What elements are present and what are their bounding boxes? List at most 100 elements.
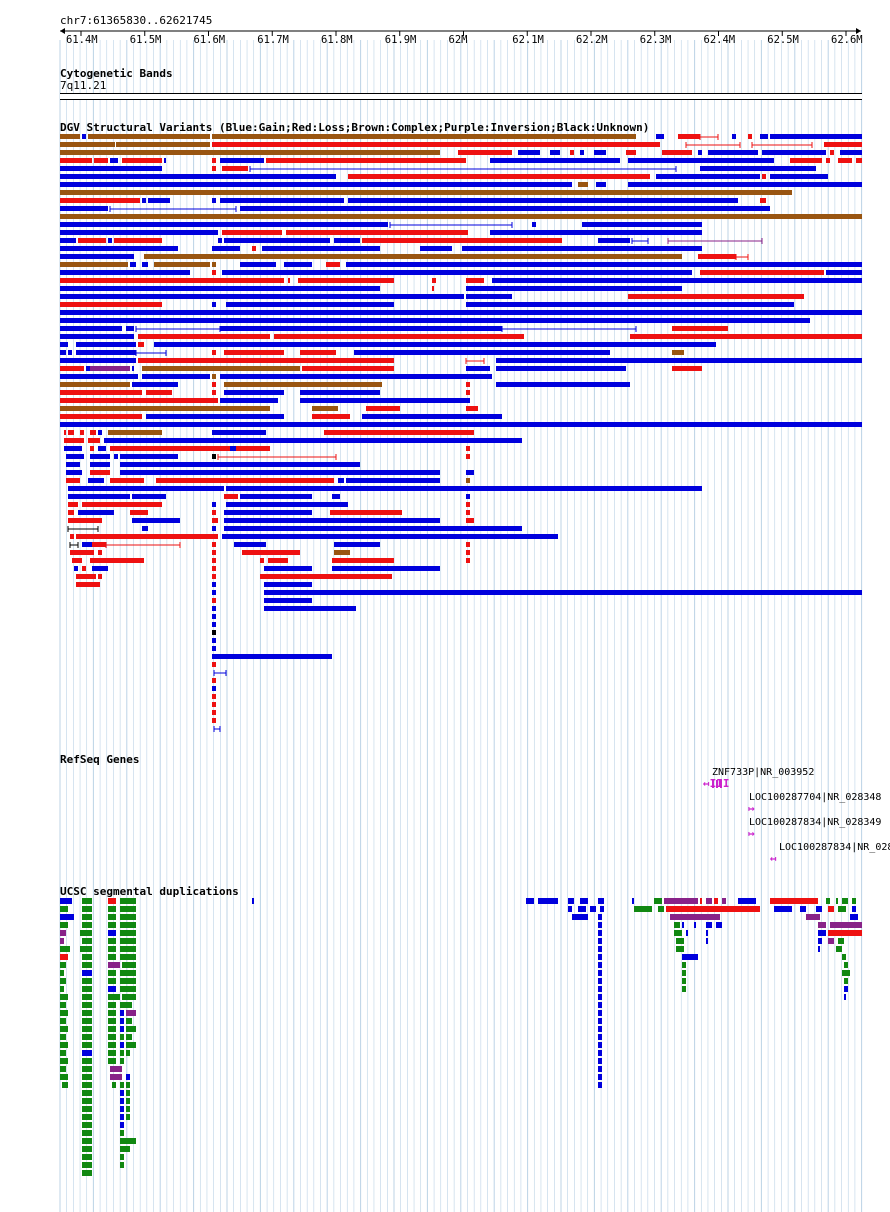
dgv-track-title[interactable]: DGV Structural Variants (Blue:Gain;Red:L…	[60, 121, 650, 134]
loss-variant	[824, 142, 862, 147]
gain-variant	[76, 342, 136, 347]
gain-variant	[818, 938, 822, 944]
loss-variant	[466, 454, 470, 459]
ruler-left-arrow-icon	[60, 28, 65, 34]
gain-variant	[538, 898, 558, 904]
ruler-tick-label: 61.8M	[321, 34, 353, 46]
loss-variant	[366, 406, 400, 411]
complex-variant	[154, 262, 210, 267]
gain-variant	[580, 150, 584, 155]
segdup-feature	[682, 986, 686, 992]
gain-variant	[532, 222, 536, 227]
ruler-tick-label: 62.5M	[767, 34, 799, 46]
gain-variant	[770, 174, 828, 179]
gain-variant	[628, 182, 862, 187]
loss-variant	[60, 366, 84, 371]
complex-variant	[60, 382, 130, 387]
segdup-feature	[80, 930, 92, 936]
segdup-feature	[126, 1026, 136, 1032]
gene-minus-strand-icon[interactable]: ↤	[770, 852, 777, 865]
segdup-feature	[82, 994, 92, 1000]
cytoband-track-title[interactable]: Cytogenetic Bands	[60, 67, 173, 80]
loss-variant	[828, 906, 834, 912]
gain-variant	[462, 246, 702, 251]
gene-label[interactable]: ZNF733P|NR_003952	[712, 767, 815, 778]
loss-variant	[790, 158, 822, 163]
loss-variant	[212, 566, 216, 571]
gene-label[interactable]: LOC100287704|NR_028348	[749, 792, 882, 803]
loss-variant	[700, 898, 702, 904]
loss-variant	[60, 158, 92, 163]
loss-variant	[122, 158, 162, 163]
segdup-feature	[82, 1042, 92, 1048]
segdup-feature	[108, 1058, 116, 1064]
gain-variant	[656, 134, 664, 139]
loss-variant	[826, 158, 830, 163]
gain-variant	[120, 1098, 124, 1104]
segdup-feature	[82, 898, 92, 904]
gain-variant	[224, 510, 312, 515]
complex-variant	[60, 150, 440, 155]
gain-variant	[120, 1042, 124, 1048]
gain-variant	[706, 938, 708, 944]
loss-variant	[212, 574, 216, 579]
gain-variant	[82, 970, 92, 976]
gain-variant	[60, 334, 134, 339]
loss-variant	[458, 150, 512, 155]
gain-variant	[234, 542, 266, 547]
gain-variant	[598, 1082, 602, 1088]
loss-variant	[212, 718, 216, 723]
loss-variant	[252, 246, 256, 251]
segdup-feature	[82, 1098, 92, 1104]
segdup-feature	[120, 1138, 136, 1144]
gain-variant	[60, 898, 72, 904]
gain-variant	[126, 326, 134, 331]
gene-exon	[712, 780, 714, 788]
gain-variant	[240, 262, 276, 267]
segdup-feature	[108, 1050, 116, 1056]
loss-variant	[212, 662, 216, 667]
gain-variant	[596, 182, 606, 187]
gain-variant	[598, 954, 602, 960]
gain-variant	[762, 150, 826, 155]
loss-variant	[312, 414, 350, 419]
segdup-feature	[60, 1050, 66, 1056]
gain-variant	[598, 1034, 602, 1040]
loss-variant	[110, 478, 144, 483]
gene-label[interactable]: LOC100287834|NR_028	[779, 842, 890, 853]
loss-variant	[138, 342, 144, 347]
gain-variant	[526, 898, 534, 904]
ruler-tick-label: 62.1M	[512, 34, 544, 46]
segdup-track-title[interactable]: UCSC segmental duplications	[60, 885, 239, 898]
gain-variant	[212, 302, 216, 307]
loss-variant	[330, 510, 402, 515]
gain-variant	[212, 606, 216, 611]
loss-variant	[78, 238, 106, 243]
segdup-feature	[120, 1034, 124, 1040]
gene-label[interactable]: LOC100287834|NR_028349	[749, 817, 882, 828]
refseq-track-title[interactable]: RefSeq Genes	[60, 753, 140, 766]
segdup-feature	[120, 1002, 132, 1008]
gain-variant	[108, 930, 116, 936]
segdup-feature	[82, 1002, 92, 1008]
gain-variant	[68, 494, 130, 499]
gain-variant	[78, 510, 114, 515]
gain-variant	[362, 414, 502, 419]
complex-variant	[144, 254, 682, 259]
gain-variant	[224, 526, 522, 531]
gain-variant	[220, 198, 344, 203]
cytoband-ideogram[interactable]	[60, 93, 862, 100]
segdup-feature	[60, 1034, 66, 1040]
gene-plus-strand-icon[interactable]: ↦	[748, 827, 755, 840]
gain-variant	[598, 238, 630, 243]
inversion-variant	[828, 938, 834, 944]
gain-variant	[120, 1090, 124, 1096]
gain-variant	[252, 898, 254, 904]
inversion-variant	[108, 962, 120, 968]
loss-variant	[212, 390, 216, 395]
gain-variant	[120, 1026, 124, 1032]
gain-variant	[142, 262, 148, 267]
loss-variant	[332, 558, 394, 563]
gene-plus-strand-icon[interactable]: ↦	[748, 802, 755, 815]
